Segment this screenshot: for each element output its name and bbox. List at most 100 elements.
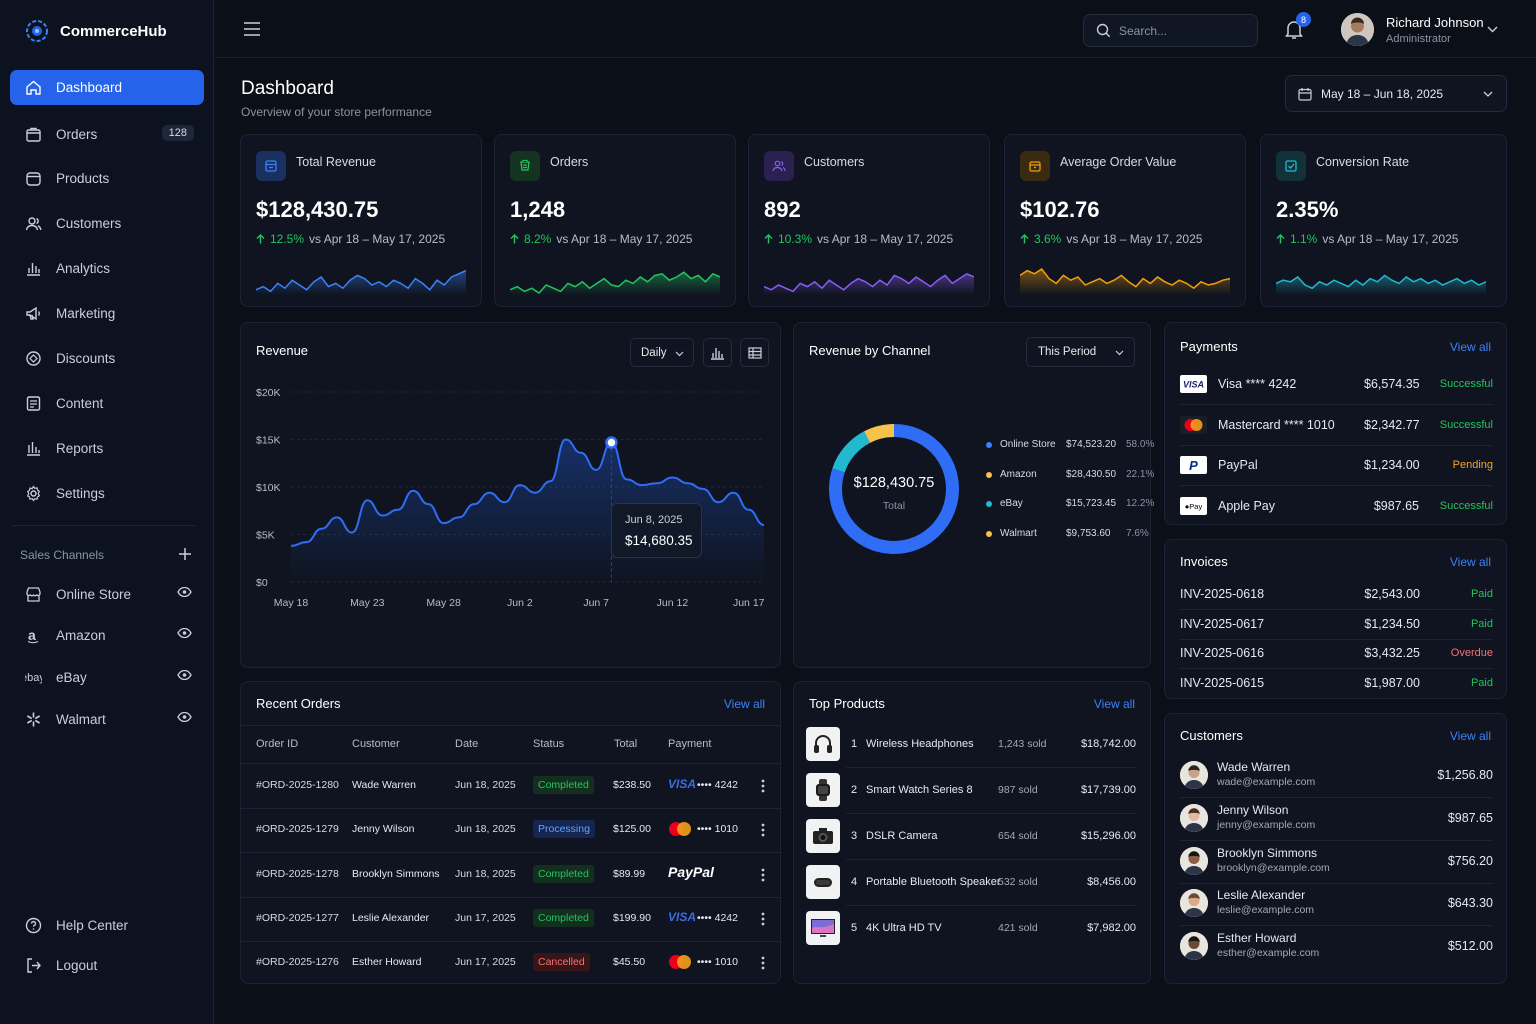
- sidebar-item-discounts[interactable]: Discounts: [10, 341, 204, 376]
- kpi-card-conversion-rate[interactable]: Conversion Rate 2.35% 1.1% vs Apr 18 – May …: [1260, 134, 1507, 307]
- revenue-point[interactable]: [288, 543, 294, 549]
- revenue-point[interactable]: [700, 486, 706, 492]
- revenue-point[interactable]: [471, 501, 477, 507]
- more-vertical-icon[interactable]: [761, 956, 765, 970]
- kpi-card-orders[interactable]: Orders 1,248 8.2% vs Apr 18 – May 17, 2025: [494, 134, 736, 307]
- payment-row[interactable]: ●Pay Apple Pay $987.65 Successful: [1180, 491, 1493, 521]
- list-item[interactable]: 5 4K Ultra HD TV 421 sold $7,982.00: [806, 909, 1136, 949]
- list-item[interactable]: 1 Wireless Headphones 1,243 sold $18,742.00: [806, 725, 1136, 768]
- payment-row[interactable]: Mastercard **** 1010 $2,342.77 Successful: [1180, 410, 1493, 446]
- eye-icon[interactable]: [177, 587, 192, 597]
- revenue-point[interactable]: [334, 514, 340, 520]
- revenue-point[interactable]: [654, 480, 660, 486]
- invoice-row[interactable]: INV-2025-0616 $3,432.25 Overdue: [1180, 643, 1493, 669]
- table-row[interactable]: #ORD-2025-1280 Wade Warren Jun 18, 2025 Com…: [241, 765, 782, 809]
- kpi-card-customers[interactable]: Customers 892 10.3% vs Apr 18 – May 17, 202…: [748, 134, 990, 307]
- sidebar-item-customers[interactable]: Customers: [10, 206, 204, 241]
- revenue-point[interactable]: [715, 499, 721, 505]
- revenue-point[interactable]: [486, 490, 492, 496]
- sidebar-item-content[interactable]: Content: [10, 386, 204, 421]
- customers-view-all-link[interactable]: View all: [1449, 729, 1491, 743]
- invoice-row[interactable]: INV-2025-0617 $1,234.50 Paid: [1180, 614, 1493, 640]
- user-avatar[interactable]: [1341, 13, 1374, 46]
- orders-view-all-link[interactable]: View all: [723, 697, 765, 711]
- revenue-point[interactable]: [593, 467, 599, 473]
- more-vertical-icon[interactable]: [761, 779, 765, 793]
- notifications-button[interactable]: 8: [1284, 12, 1311, 40]
- donut-slice[interactable]: [832, 431, 871, 473]
- legend-item[interactable]: Walmart $9,753.60 7.6%: [986, 528, 1151, 542]
- revenue-point[interactable]: [532, 490, 538, 496]
- period-select[interactable]: Daily: [630, 338, 694, 367]
- revenue-point[interactable]: [639, 482, 645, 488]
- customer-row[interactable]: Esther Howard esther@example.com $512.00: [1180, 930, 1493, 964]
- revenue-point[interactable]: [349, 530, 355, 536]
- brand[interactable]: CommerceHub: [24, 18, 167, 44]
- revenue-point[interactable]: [730, 490, 736, 496]
- revenue-point[interactable]: [303, 539, 309, 545]
- customer-row[interactable]: Wade Warren wade@example.com $1,256.80: [1180, 759, 1493, 798]
- revenue-point[interactable]: [395, 507, 401, 513]
- sidebar-item-analytics[interactable]: Analytics: [10, 251, 204, 286]
- revenue-point[interactable]: [456, 514, 462, 520]
- chevron-down-icon[interactable]: [1487, 26, 1498, 33]
- customer-row[interactable]: Brooklyn Simmons brooklyn@example.com $756…: [1180, 845, 1493, 884]
- sidebar-item-reports[interactable]: Reports: [10, 431, 204, 466]
- legend-item[interactable]: Online Store $74,523.20 58.0%: [986, 439, 1154, 453]
- table-row[interactable]: #ORD-2025-1277 Leslie Alexander Jun 17, 20…: [241, 898, 782, 942]
- table-view-button[interactable]: [740, 338, 769, 367]
- date-range-picker[interactable]: May 18 – Jun 18, 2025: [1285, 75, 1507, 112]
- logout-link[interactable]: Logout: [10, 948, 204, 983]
- channel-period-select[interactable]: This Period: [1026, 337, 1135, 367]
- products-view-all-link[interactable]: View all: [1093, 697, 1135, 711]
- channel-walmart[interactable]: Walmart: [10, 702, 204, 737]
- customer-row[interactable]: Jenny Wilson jenny@example.com $987.65: [1180, 802, 1493, 841]
- revenue-point[interactable]: [578, 450, 584, 456]
- revenue-point[interactable]: [380, 513, 386, 519]
- sidebar-item-marketing[interactable]: Marketing: [10, 296, 204, 331]
- revenue-point[interactable]: [669, 475, 675, 481]
- revenue-point[interactable]: [517, 482, 523, 488]
- invoice-row[interactable]: INV-2025-0618 $2,543.00 Paid: [1180, 584, 1493, 610]
- donut-slice[interactable]: [862, 424, 959, 554]
- more-vertical-icon[interactable]: [761, 912, 765, 926]
- channel-online-store[interactable]: Online Store: [10, 577, 204, 612]
- active-point[interactable]: [605, 436, 618, 449]
- table-row[interactable]: #ORD-2025-1279 Jenny Wilson Jun 18, 2025 Pr…: [241, 809, 782, 854]
- invoices-view-all-link[interactable]: View all: [1449, 555, 1491, 569]
- revenue-point[interactable]: [563, 437, 569, 443]
- revenue-point[interactable]: [746, 507, 752, 513]
- table-row[interactable]: #ORD-2025-1278 Brooklyn Simmons Jun 18, 20…: [241, 854, 782, 898]
- channel-ebay[interactable]: ebay eBay: [10, 660, 204, 695]
- customer-row[interactable]: Leslie Alexander leslie@example.com $643.3…: [1180, 887, 1493, 927]
- eye-icon[interactable]: [177, 670, 192, 680]
- sidebar-item-settings[interactable]: Settings: [10, 476, 204, 511]
- menu-icon[interactable]: [243, 22, 261, 36]
- revenue-point[interactable]: [624, 476, 630, 482]
- eye-icon[interactable]: [177, 712, 192, 722]
- revenue-point[interactable]: [319, 526, 325, 532]
- more-vertical-icon[interactable]: [761, 823, 765, 837]
- sidebar-item-dashboard[interactable]: Dashboard: [10, 70, 204, 105]
- payment-row[interactable]: VISA Visa **** 4242 $6,574.35 Successful: [1180, 369, 1493, 405]
- revenue-point[interactable]: [761, 522, 767, 528]
- more-vertical-icon[interactable]: [761, 868, 765, 882]
- kpi-card-average-order-value[interactable]: Average Order Value $102.76 3.6% vs Apr 18 …: [1004, 134, 1246, 307]
- revenue-point[interactable]: [364, 497, 370, 503]
- table-row[interactable]: #ORD-2025-1276 Esther Howard Jun 17, 2025 C…: [241, 942, 782, 986]
- revenue-point[interactable]: [502, 499, 508, 505]
- revenue-point[interactable]: [685, 480, 691, 486]
- add-channel-icon[interactable]: [178, 547, 192, 561]
- revenue-point[interactable]: [547, 478, 553, 484]
- legend-item[interactable]: Amazon $28,430.50 22.1%: [986, 469, 1154, 483]
- list-item[interactable]: 4 Portable Bluetooth Speaker 532 sold $8,45…: [806, 863, 1136, 906]
- donut-slice[interactable]: [864, 424, 894, 443]
- kpi-card-total-revenue[interactable]: Total Revenue $128,430.75 12.5% vs Apr 18 –…: [240, 134, 482, 307]
- eye-icon[interactable]: [177, 628, 192, 638]
- help-center-link[interactable]: Help Center: [10, 908, 204, 943]
- list-item[interactable]: 3 DSLR Camera 654 sold $15,296.00: [806, 817, 1136, 860]
- search-input[interactable]: Search...: [1083, 14, 1258, 47]
- donut-slice[interactable]: [829, 468, 869, 546]
- sidebar-item-products[interactable]: Products: [10, 161, 204, 196]
- list-item[interactable]: 2 Smart Watch Series 8 987 sold $17,739.00: [806, 771, 1136, 814]
